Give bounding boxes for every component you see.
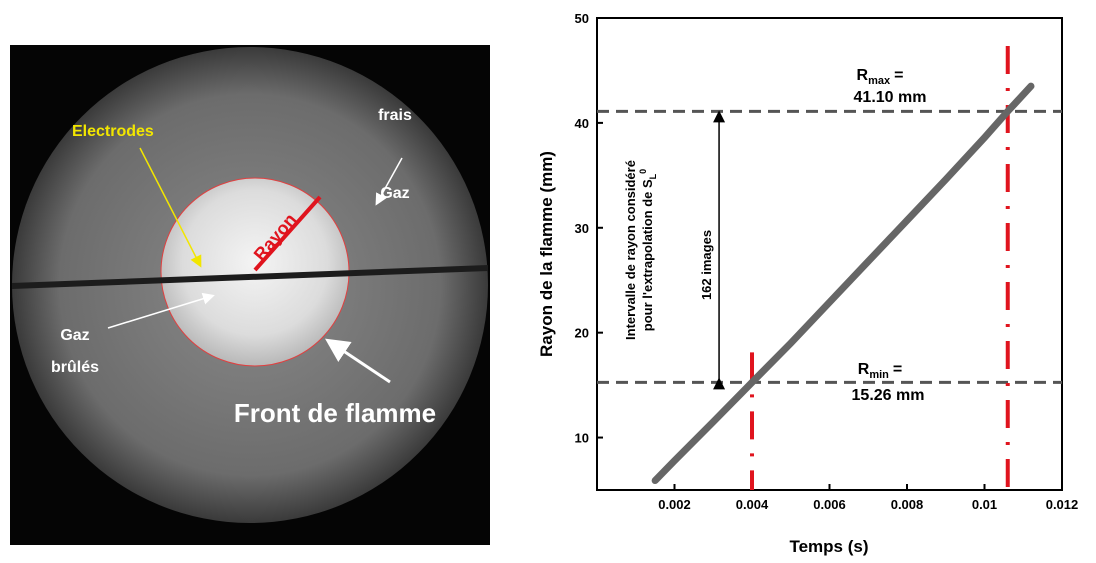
photo-label: frais: [378, 107, 412, 124]
y-tick-label: 10: [575, 431, 589, 446]
annotation: Rmin =: [858, 361, 902, 381]
x-tick-label: 0.004: [736, 497, 769, 512]
chart: Rayon de la flamme (mm) Temps (s) Rmax = …: [537, 11, 1078, 556]
radius-line: [253, 195, 322, 272]
annotation-part: min: [869, 369, 889, 381]
interval-note: Intervalle de rayon considéré pour l'ext…: [623, 160, 658, 340]
annotation: Intervalle de rayon considéré: [623, 160, 638, 340]
y-tick-label: 50: [575, 11, 589, 26]
arrow: [139, 147, 202, 268]
arrow: [375, 157, 403, 206]
photo-label: Front de flamme: [234, 398, 436, 428]
annotation: 41.10 mm: [854, 89, 927, 106]
annotation-part: =: [894, 67, 903, 84]
photo-label: Gaz: [380, 185, 409, 202]
x-tick-label: 0.012: [1046, 497, 1079, 512]
electrode: [12, 265, 488, 289]
photo: Gaz frais Electrodes Rayon Gaz brûlés Fr…: [10, 45, 490, 545]
plot-frame: [596, 17, 1063, 491]
y-tick-label: 30: [575, 221, 589, 236]
annotation: 162 images: [699, 230, 714, 300]
photo-label: Gaz: [60, 327, 89, 344]
arrow: [107, 292, 215, 329]
annotation: Rmax =: [857, 67, 904, 87]
x-tick-label: 0.006: [813, 497, 846, 512]
annotation-part: =: [893, 361, 902, 378]
x-tick-label: 0.008: [891, 497, 924, 512]
annotation: 15.26 mm: [852, 387, 925, 404]
annotation-part: 0: [638, 169, 648, 174]
annotation-part: L: [648, 173, 658, 179]
arrow: [325, 338, 391, 384]
x-tick-label: 0.002: [658, 497, 691, 512]
annotation-part: pour l'extrapolation de S: [640, 179, 655, 331]
x-axis-label: Temps (s): [789, 537, 868, 556]
annotation-part: R: [857, 67, 869, 84]
data-line: [651, 82, 1035, 485]
annotation-part: max: [868, 75, 891, 87]
photo-label: Electrodes: [72, 123, 154, 140]
x-tick-label: 0.01: [972, 497, 997, 512]
y-axis-label: Rayon de la flamme (mm): [537, 151, 556, 357]
annotation: pour l'extrapolation de SL0: [638, 169, 658, 331]
y-tick-label: 20: [575, 326, 589, 341]
y-tick-label: 40: [575, 116, 589, 131]
photo-label: brûlés: [51, 359, 99, 376]
annotation-part: R: [858, 361, 870, 378]
